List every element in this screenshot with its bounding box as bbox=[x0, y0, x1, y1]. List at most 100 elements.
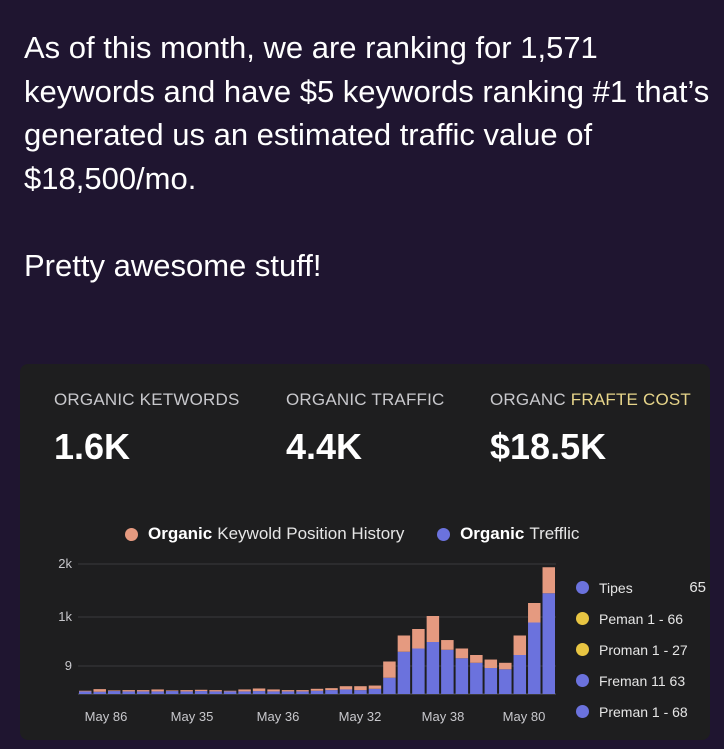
legend-dot-icon bbox=[576, 581, 589, 594]
keyword-bar bbox=[426, 616, 440, 642]
keyword-bar bbox=[209, 690, 222, 692]
metric-traffic-cost: ORGANC FRAFTE COST $18.5K bbox=[490, 390, 691, 468]
traffic-bar bbox=[354, 690, 367, 694]
metric-organic-traffic: ORGANIC TRAFFIC 4.4K bbox=[286, 390, 445, 468]
metric-organic-keywords: ORGANIC KETWORDS 1.6K bbox=[54, 390, 240, 468]
y-tick-label: 2k bbox=[58, 556, 72, 571]
traffic-bar bbox=[325, 690, 338, 694]
traffic-bar bbox=[151, 691, 164, 694]
keyword-bar bbox=[441, 640, 454, 650]
keyword-bar bbox=[223, 690, 237, 692]
metric-label: ORGANIC TRAFFIC bbox=[286, 390, 445, 409]
traffic-bar bbox=[93, 691, 106, 694]
keyword-bar bbox=[513, 635, 527, 655]
legend-traffic-bold: Organic bbox=[460, 524, 525, 543]
keyword-bar bbox=[310, 688, 324, 691]
keyword-bar bbox=[252, 688, 266, 692]
traffic-bar bbox=[267, 691, 280, 694]
traffic-bar bbox=[339, 689, 353, 694]
x-tick-label: May 36 bbox=[257, 709, 300, 724]
legend-keyword-text: Keywold Position History bbox=[217, 524, 405, 543]
traffic-bar bbox=[238, 691, 251, 694]
traffic-bar bbox=[368, 688, 382, 694]
x-tick-label: May 86 bbox=[85, 709, 128, 724]
keyword-bar bbox=[296, 690, 309, 692]
side-legend-item[interactable]: Freman 11 63 bbox=[576, 665, 706, 696]
keyword-bar bbox=[499, 662, 512, 670]
legend-dot-icon bbox=[576, 674, 589, 687]
traffic-bar bbox=[513, 655, 527, 694]
legend-dot-icon bbox=[576, 643, 589, 656]
keyword-bar bbox=[180, 690, 193, 692]
keywords-dot-icon bbox=[125, 527, 138, 541]
traffic-bar bbox=[122, 691, 135, 694]
x-tick-label: May 80 bbox=[503, 709, 546, 724]
keyword-bar bbox=[122, 690, 135, 692]
y-tick-label: 9 bbox=[65, 658, 72, 673]
traffic-bar bbox=[484, 668, 498, 694]
side-legend-label: Preman 1 - 68 bbox=[599, 703, 688, 720]
traffic-bar bbox=[412, 648, 425, 694]
side-legend: Tipes 65 Peman 1 - 66 Proman 1 - 27 Frem… bbox=[576, 572, 706, 727]
traffic-bar bbox=[455, 658, 469, 694]
legend-dot-icon bbox=[576, 612, 589, 625]
traffic-bar bbox=[397, 651, 411, 694]
keyword-bar bbox=[107, 690, 121, 692]
traffic-bar bbox=[209, 691, 222, 694]
side-legend-item[interactable]: Peman 1 - 66 bbox=[576, 603, 706, 634]
legend-traffic-text: Trefflic bbox=[529, 524, 580, 543]
y-tick-label: 1k bbox=[58, 609, 72, 624]
legend-keyword-bold: Organic bbox=[148, 524, 213, 543]
metric-label: ORGANC FRAFTE COST bbox=[490, 390, 691, 410]
side-legend-item[interactable]: Tipes 65 bbox=[576, 572, 706, 603]
traffic-bar bbox=[180, 691, 193, 694]
traffic-bar bbox=[252, 691, 266, 694]
keyword-bar bbox=[383, 661, 396, 678]
post-tagline: Pretty awesome stuff! bbox=[24, 248, 322, 283]
traffic-bar bbox=[310, 690, 324, 694]
traffic-bar bbox=[528, 622, 541, 694]
traffic-bar bbox=[165, 691, 179, 694]
side-legend-label: Freman 11 63 bbox=[599, 672, 686, 689]
keyword-bar bbox=[368, 685, 382, 689]
post-text: As of this month, we are ranking for 1,5… bbox=[24, 26, 714, 288]
side-legend-label: Tipes bbox=[599, 579, 633, 596]
traffic-dot-icon bbox=[437, 527, 451, 541]
keyword-bar bbox=[238, 689, 251, 692]
metric-value: $18.5K bbox=[490, 426, 607, 467]
metric-value: 4.4K bbox=[286, 426, 363, 467]
keyword-bar bbox=[165, 690, 179, 692]
legend-item-keywords[interactable]: Organic Keywold Position History bbox=[125, 524, 404, 544]
keyword-bar bbox=[93, 689, 106, 692]
keyword-bar bbox=[194, 689, 208, 692]
seo-stats-card: ORGANIC KETWORDS 1.6K ORGANIC TRAFFIC 4.… bbox=[20, 364, 710, 740]
traffic-bar bbox=[499, 669, 512, 694]
keyword-bar bbox=[528, 603, 541, 623]
x-tick-label: May 32 bbox=[339, 709, 382, 724]
legend-dot-icon bbox=[576, 705, 589, 718]
post-paragraph: As of this month, we are ranking for 1,5… bbox=[24, 30, 710, 196]
keyword-bar bbox=[354, 686, 367, 691]
keyword-bar bbox=[339, 686, 353, 690]
metric-label-prefix: ORGANC bbox=[490, 390, 566, 409]
side-legend-label: Peman 1 - 66 bbox=[599, 610, 684, 627]
metric-label-accent: FRAFTE COST bbox=[570, 390, 692, 409]
side-legend-label: Proman 1 - 27 bbox=[599, 641, 688, 658]
side-legend-item[interactable]: Preman 1 - 68 bbox=[576, 696, 706, 727]
traffic-bar bbox=[426, 642, 440, 694]
x-tick-label: May 35 bbox=[171, 709, 214, 724]
chart-legend: Organic Keywold Position History Organic… bbox=[125, 524, 607, 546]
metric-value: 1.6K bbox=[54, 426, 131, 467]
side-legend-value: 65 bbox=[689, 579, 706, 596]
traffic-bar bbox=[107, 691, 121, 694]
keyword-bar bbox=[470, 655, 483, 663]
traffic-bar bbox=[79, 691, 92, 694]
traffic-bar bbox=[194, 691, 208, 694]
keyword-bar bbox=[151, 689, 164, 692]
keyword-bar bbox=[412, 629, 425, 649]
side-legend-item[interactable]: Proman 1 - 27 bbox=[576, 634, 706, 665]
traffic-bar bbox=[136, 691, 150, 694]
traffic-bar bbox=[441, 649, 454, 694]
x-tick-label: May 38 bbox=[422, 709, 465, 724]
legend-item-traffic[interactable]: Organic Trefflic bbox=[437, 524, 579, 544]
